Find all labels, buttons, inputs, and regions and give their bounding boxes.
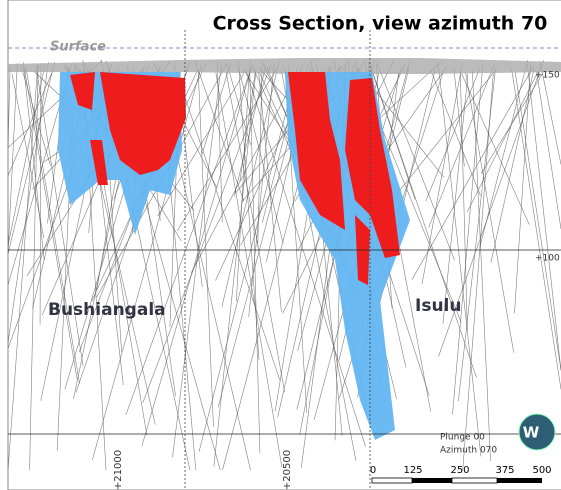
elevation-label: +150	[535, 71, 560, 81]
scale-label: 125	[403, 465, 422, 476]
plunge: Plunge 00	[440, 433, 485, 443]
scale-bar	[372, 478, 542, 483]
azimuth: Azimuth 070	[440, 446, 497, 456]
logo-text: W	[523, 424, 540, 442]
scale-label: 250	[450, 465, 469, 476]
title: Cross Section, view azimuth 70	[213, 13, 548, 35]
scale-label: 500	[532, 465, 551, 476]
easting-label: +20500	[282, 450, 293, 490]
deposit-label: Isulu	[415, 296, 461, 316]
surface-label: Surface	[50, 40, 106, 55]
scale-label: 0	[370, 465, 376, 476]
deposit-label: Bushiangala	[48, 300, 166, 320]
scale-label: 375	[495, 465, 514, 476]
elevation-label: +100	[535, 254, 560, 264]
easting-label: +21000	[113, 450, 124, 490]
cross-section: Cross Section, view azimuth 70 Surface +…	[0, 0, 561, 490]
